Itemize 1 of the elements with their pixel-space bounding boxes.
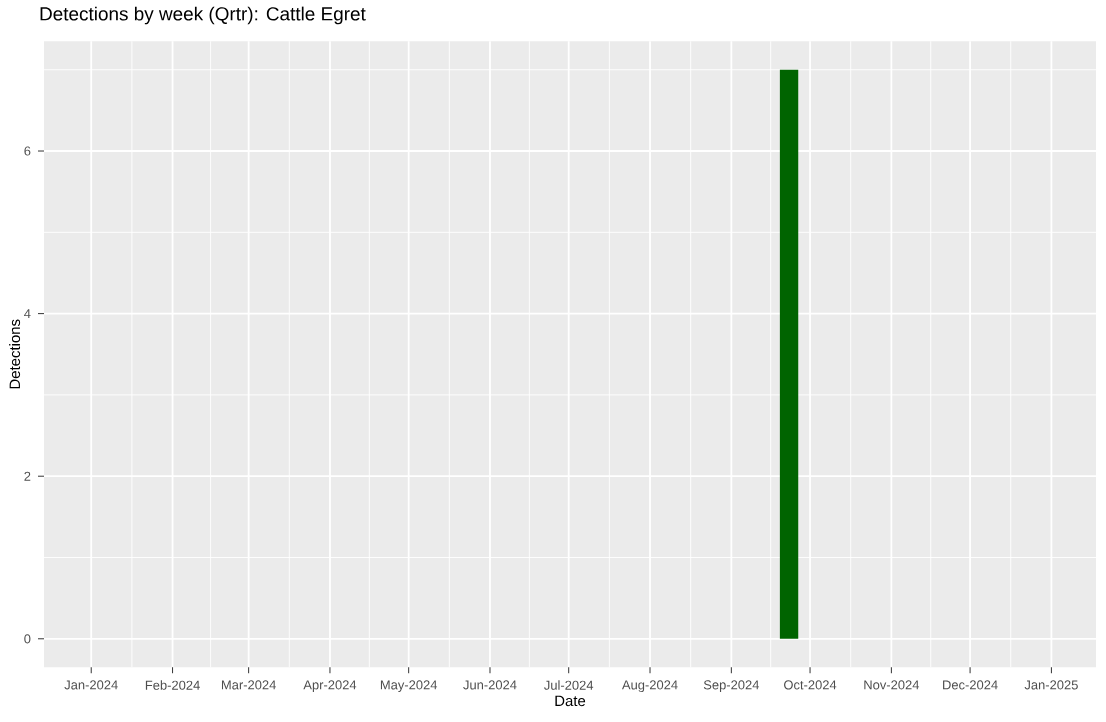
chart-title: Detections by week (Qrtr): Cattle Egret: [40, 7, 366, 25]
